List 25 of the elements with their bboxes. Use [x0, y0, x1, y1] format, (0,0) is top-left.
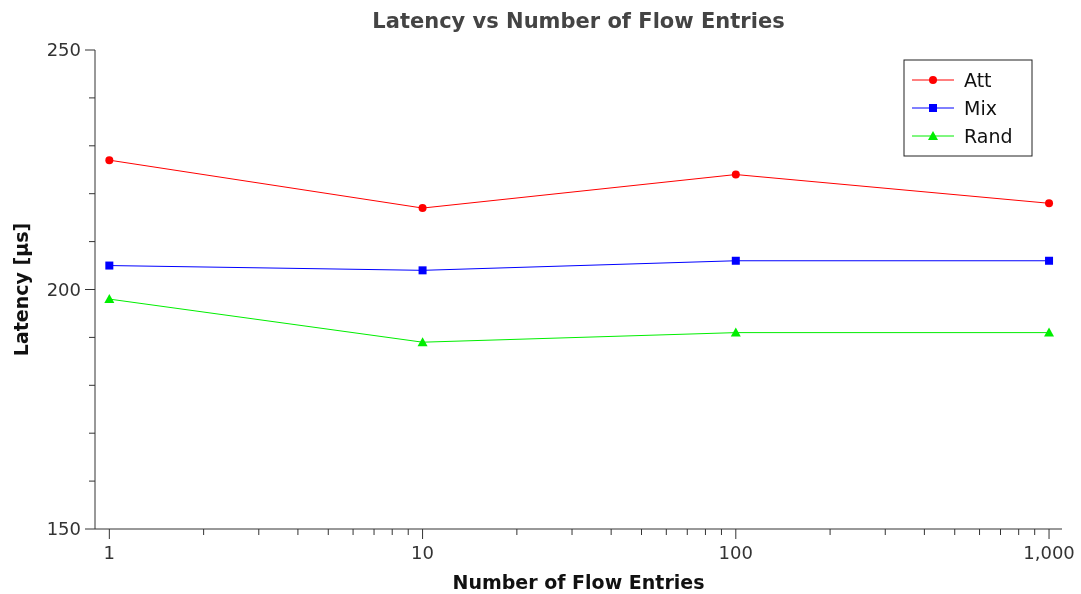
point: [1044, 327, 1055, 337]
y-tick-label: 150: [46, 518, 81, 540]
point: [730, 327, 741, 337]
x-tick-label: 10: [411, 542, 435, 563]
x-tick-label: 1: [103, 542, 116, 563]
x-tick-label: 100: [718, 542, 753, 563]
point: [105, 261, 114, 270]
legend-label: Att: [964, 68, 992, 91]
x-tick-label: 1,000: [1023, 542, 1075, 563]
point: [418, 266, 427, 275]
point: [1045, 256, 1054, 265]
point: [417, 337, 428, 347]
y-axis-title: Latency [µs]: [10, 222, 32, 357]
point: [418, 204, 427, 213]
legend-label: Mix: [964, 96, 997, 119]
y-tick-label: 200: [46, 278, 81, 300]
point: [105, 156, 114, 165]
chart-title: Latency vs Number of Flow Entries: [372, 9, 785, 33]
point: [731, 170, 740, 179]
legend-label: Rand: [964, 124, 1013, 147]
point: [1045, 199, 1054, 208]
y-tick-label: 250: [46, 39, 81, 61]
x-axis-title: Number of Flow Entries: [452, 571, 705, 593]
point: [104, 294, 115, 304]
point: [731, 256, 740, 265]
